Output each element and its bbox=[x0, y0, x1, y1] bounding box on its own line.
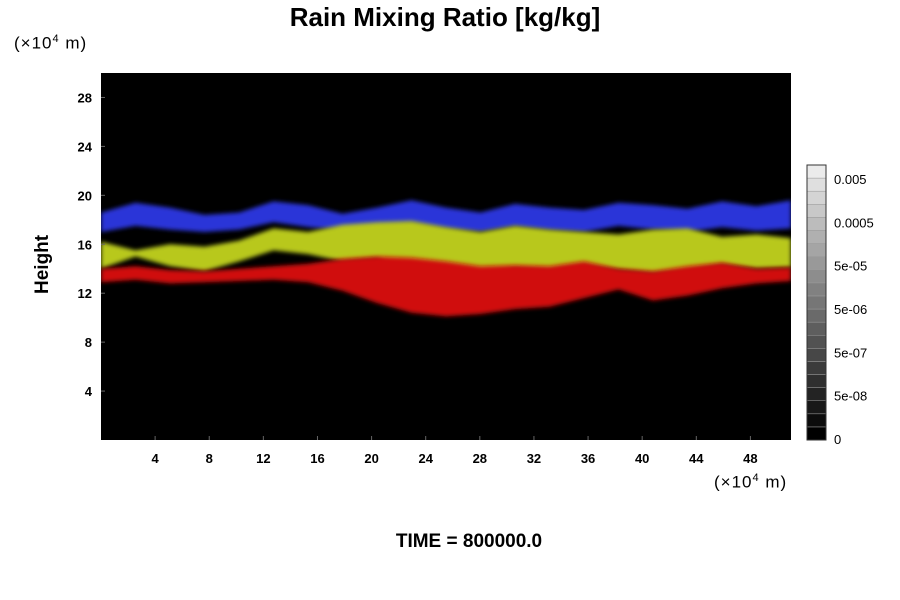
colorbar-segment bbox=[806, 243, 827, 257]
colorbar-label: 0.0005 bbox=[834, 215, 874, 230]
colorbar-segment bbox=[806, 361, 827, 375]
colorbar-segment bbox=[806, 321, 827, 336]
colorbar-segment bbox=[806, 269, 827, 284]
colorbar-segment bbox=[806, 295, 827, 310]
x-tick-label: 28 bbox=[473, 451, 487, 466]
colorbar-segment bbox=[806, 426, 827, 441]
colorbar-segment bbox=[806, 348, 827, 362]
x-tick-label: 48 bbox=[743, 451, 757, 466]
colorbar-segment bbox=[806, 217, 827, 231]
y-tick-label: 24 bbox=[78, 139, 93, 154]
field-band-1 bbox=[101, 221, 791, 277]
colorbar-label: 5e-08 bbox=[834, 389, 867, 404]
colorbar-label: 5e-05 bbox=[834, 259, 867, 274]
x-tick-label: 16 bbox=[310, 451, 324, 466]
colorbar-segment bbox=[806, 190, 827, 205]
colorbar-frame bbox=[806, 164, 827, 441]
colorbar-label: 0 bbox=[834, 432, 841, 447]
y-axis-unit: (×104 m) bbox=[14, 33, 88, 53]
x-tick-label: 24 bbox=[418, 451, 433, 466]
chart-title: Rain Mixing Ratio [kg/kg] bbox=[289, 2, 601, 32]
x-tick-label: 44 bbox=[689, 451, 704, 466]
colorbar-segment bbox=[806, 256, 827, 271]
y-tick-label: 28 bbox=[78, 90, 92, 105]
colorbar-segment bbox=[806, 374, 827, 388]
x-tick-label: 32 bbox=[527, 451, 541, 466]
colorbar-segment bbox=[806, 400, 827, 415]
x-tick-label: 12 bbox=[256, 451, 270, 466]
y-tick-label: 20 bbox=[78, 188, 92, 203]
colorbar-segment bbox=[806, 387, 827, 401]
colorbar-segment bbox=[806, 413, 827, 428]
x-tick-label: 20 bbox=[364, 451, 378, 466]
colorbar-segment bbox=[806, 164, 827, 179]
x-tick-label: 8 bbox=[206, 451, 213, 466]
field-band-0 bbox=[101, 200, 791, 232]
x-tick-label: 4 bbox=[152, 451, 160, 466]
x-axis-unit: (×104 m) bbox=[714, 472, 788, 492]
colorbar-label: 5e-06 bbox=[834, 302, 867, 317]
time-label: TIME = 800000.0 bbox=[395, 531, 543, 552]
heatmap-fields bbox=[101, 200, 791, 317]
field-band-2 bbox=[101, 256, 791, 317]
colorbar-segment bbox=[806, 308, 827, 323]
colorbar-segment bbox=[806, 334, 827, 349]
colorbar-label: 5e-07 bbox=[834, 345, 867, 360]
y-tick-label: 8 bbox=[85, 335, 92, 350]
colorbar-label: 0.005 bbox=[834, 172, 867, 187]
y-tick-label: 12 bbox=[78, 286, 92, 301]
colorbar-segment bbox=[806, 282, 827, 297]
x-tick-label: 36 bbox=[581, 451, 595, 466]
x-tick-label: 40 bbox=[635, 451, 649, 466]
y-tick-label: 16 bbox=[78, 237, 92, 252]
y-tick-label: 4 bbox=[85, 384, 93, 399]
colorbar-segment bbox=[806, 204, 827, 218]
colorbar-segment bbox=[806, 230, 827, 244]
colorbar-segment bbox=[806, 177, 827, 192]
